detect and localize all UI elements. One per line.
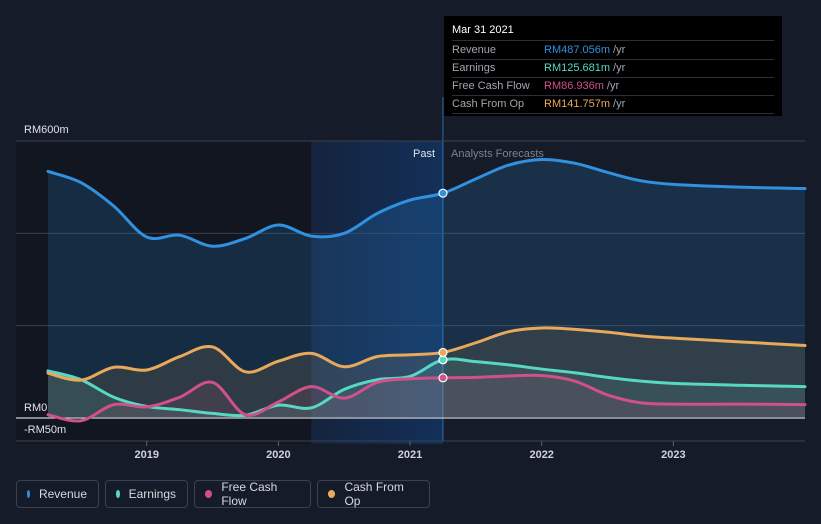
- tooltip-date: Mar 31 2021: [452, 22, 774, 41]
- tooltip-unit: /yr: [613, 62, 626, 74]
- cash-from-op-dot-icon: [328, 490, 336, 498]
- tooltip: Mar 31 2021 Revenue RM487.056m /yr Earni…: [444, 16, 782, 116]
- chart-gridlines: RM600m RM0 -RM50m 2019 2020 2021 2022 2023: [16, 124, 805, 461]
- legend-label: Earnings: [128, 487, 176, 501]
- tooltip-row-revenue: Revenue RM487.056m /yr: [452, 42, 774, 60]
- legend-item-earnings[interactable]: Earnings: [105, 480, 188, 508]
- earnings-dot-icon: [116, 490, 120, 498]
- chart-labels: Past Analysts Forecasts: [413, 148, 544, 160]
- tooltip-value: RM86.936m: [544, 80, 604, 92]
- tooltip-label: Free Cash Flow: [452, 80, 530, 92]
- legend: Revenue Earnings Free Cash Flow Cash Fro…: [16, 480, 430, 510]
- chart-markers: [438, 188, 448, 383]
- tooltip-row-earnings: Earnings RM125.681m /yr: [452, 60, 774, 78]
- x-tick-label: 2020: [266, 449, 290, 461]
- tooltip-row-free-cash-flow: Free Cash Flow RM86.936m /yr: [452, 78, 774, 96]
- y-tick-label: RM600m: [24, 124, 69, 136]
- revenue-dot-icon: [27, 490, 30, 498]
- x-tick-label: 2019: [134, 449, 158, 461]
- tooltip-label: Earnings: [452, 62, 496, 74]
- chart-areas: [48, 159, 805, 422]
- tooltip-label: Cash From Op: [452, 98, 525, 110]
- revenue-line: [46, 157, 807, 248]
- tooltip-value: RM487.056m: [544, 44, 611, 56]
- tooltip-value: RM141.757m: [544, 98, 611, 110]
- revenue-marker: [438, 188, 448, 198]
- tooltip-unit: /yr: [606, 80, 620, 92]
- past-region: [16, 141, 312, 444]
- forecast-label: Analysts Forecasts: [451, 148, 544, 160]
- tooltip-value: RM125.681m: [544, 62, 611, 74]
- chart-background: [16, 97, 444, 444]
- cash-from-op-area: [48, 327, 805, 418]
- x-tick-label: 2021: [398, 449, 422, 461]
- free-cash-flow-marker: [438, 373, 448, 383]
- free-cash-flow-dot-icon: [205, 490, 213, 498]
- legend-label: Revenue: [38, 487, 87, 501]
- cash-from-op-marker: [438, 347, 448, 358]
- legend-label: Free Cash Flow: [221, 480, 278, 508]
- earnings-area: [48, 358, 805, 418]
- y-tick-label: RM0: [24, 402, 47, 414]
- legend-label: Cash From Op: [344, 480, 404, 508]
- past-label: Past: [413, 148, 435, 160]
- tooltip-unit: /yr: [613, 98, 626, 110]
- revenue-area: [48, 159, 805, 418]
- free-cash-flow-line: [46, 373, 807, 423]
- y-tick-label: -RM50m: [24, 424, 66, 436]
- legend-item-revenue[interactable]: Revenue: [16, 480, 99, 508]
- tooltip-unit: /yr: [613, 44, 626, 56]
- cash-from-op-line: [46, 326, 807, 382]
- tooltip-row-cash-from-op: Cash From Op RM141.757m /yr: [452, 96, 774, 114]
- legend-item-free-cash-flow[interactable]: Free Cash Flow: [194, 480, 311, 508]
- legend-item-cash-from-op[interactable]: Cash From Op: [317, 480, 430, 508]
- chart-lines: [46, 157, 807, 423]
- x-tick-label: 2023: [661, 449, 685, 461]
- x-tick-label: 2022: [529, 449, 553, 461]
- highlight-band: [311, 141, 443, 444]
- tooltip-label: Revenue: [452, 44, 497, 56]
